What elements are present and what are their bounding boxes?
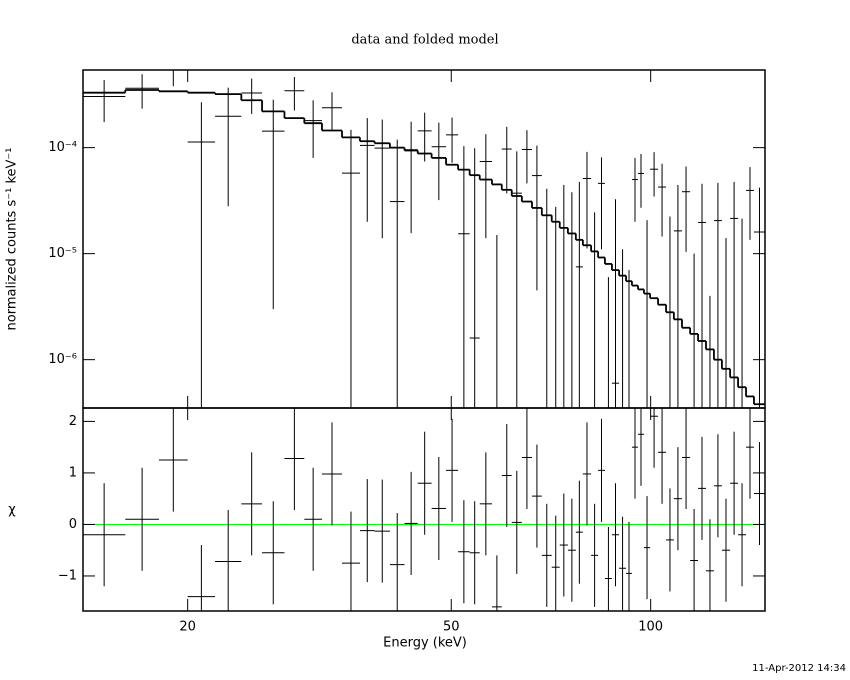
x-tick-label: 50 (443, 620, 460, 635)
y-tick-label: 10⁻⁶ (48, 352, 77, 367)
panel-frame (82, 407, 766, 612)
y-tick-label: 1 (69, 465, 77, 480)
chart-title: data and folded model (351, 33, 498, 48)
y-tick-label: −1 (58, 568, 77, 583)
y-tick-label: 10⁻⁴ (48, 140, 77, 155)
y-tick-label: 10⁻⁵ (48, 246, 77, 261)
y-tick-label: 0 (69, 517, 77, 532)
y-axis-label: normalized counts s⁻¹ keV⁻¹ (5, 148, 20, 331)
y-tick-label: 2 (69, 414, 77, 429)
x-tick-label: 100 (638, 620, 663, 635)
panel-frame (82, 69, 766, 409)
x-tick-label: 20 (179, 620, 196, 635)
plot-area (83, 70, 765, 408)
y-axis-label: χ (8, 503, 16, 518)
x-axis-label: Energy (keV) (383, 636, 467, 651)
timestamp: 11-Apr-2012 14:34 (752, 663, 846, 674)
plot-area (83, 408, 765, 611)
